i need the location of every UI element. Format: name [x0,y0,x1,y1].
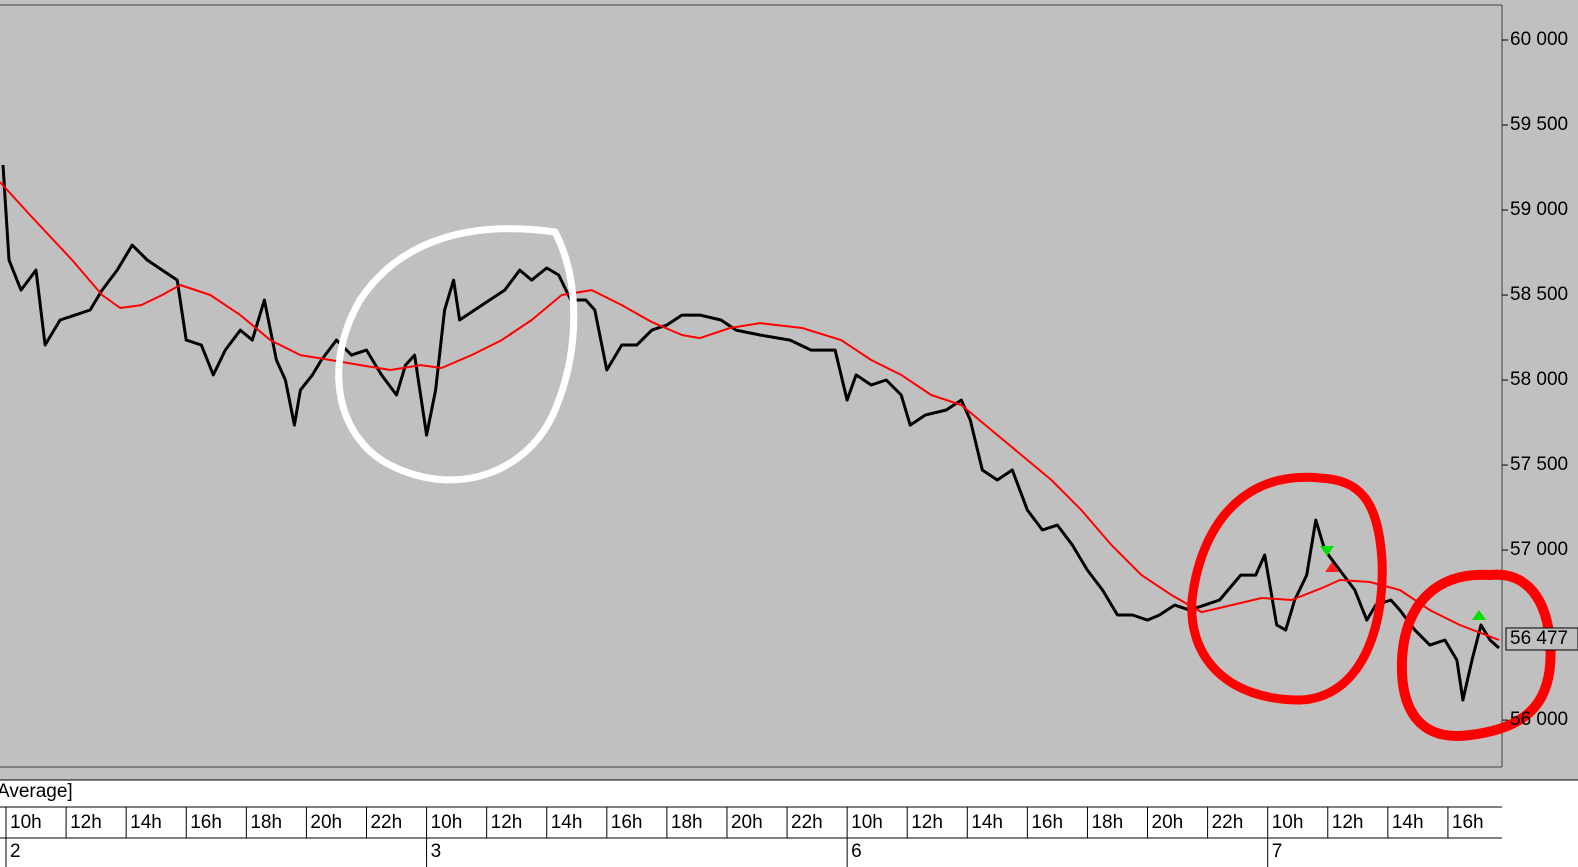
x-tick-label: 10h [851,812,883,833]
y-tick-label: 59 500 [1510,114,1568,135]
x-tick-label: 12h [911,812,943,833]
day-tick-label: 2 [10,841,21,862]
x-tick-label: 14h [971,812,1003,833]
y-tick-label: 58 500 [1510,284,1568,305]
x-tick-label: 10h [1272,812,1304,833]
annotations [335,225,1556,741]
last-price-label: 56 477 [1510,628,1568,649]
x-tick-label: 22h [1212,812,1244,833]
signal-marker [1472,610,1486,620]
last-price-box [1505,627,1578,651]
y-tick-label: 58 000 [1510,369,1568,390]
x-tick-label: 22h [791,812,823,833]
x-tick-label: 20h [731,812,763,833]
x-tick-label: 12h [1332,812,1364,833]
y-tick-label: 57 500 [1510,454,1568,475]
highlight-circle [335,225,578,484]
x-tick-label: 10h [10,812,42,833]
x-tick-label: 16h [611,812,643,833]
x-tick-label: 12h [491,812,523,833]
day-tick-label: 6 [851,841,862,862]
day-tick-label: 7 [1272,841,1283,862]
x-tick-label: 20h [1152,812,1184,833]
day-tick-label: 3 [431,841,442,862]
y-tick-label: 59 000 [1510,199,1568,220]
x-tick-label: 14h [1392,812,1424,833]
plot-background [0,0,1578,780]
x-tick-label: 14h [551,812,583,833]
signal-marker [1325,562,1339,572]
y-tick-label: 56 000 [1510,709,1568,730]
x-tick-label: 22h [370,812,402,833]
price-line [0,181,1500,641]
x-tick-label: 16h [1452,812,1484,833]
x-axis-background [0,780,1578,867]
highlight-circle [1396,569,1556,741]
series-layer [0,164,1500,702]
x-tick-label: 16h [190,812,222,833]
x-tick-label: 14h [130,812,162,833]
x-tick-label: 10h [431,812,463,833]
x-tick-label: 16h [1031,812,1063,833]
x-tick-label: 12h [70,812,102,833]
signal-marker [1320,546,1334,556]
x-tick-label: 18h [1091,812,1123,833]
y-tick-label: 60 000 [1510,29,1568,50]
highlight-circle [1187,472,1387,705]
price-line [1,164,1500,702]
legend-text: Average] [0,781,73,802]
x-tick-label: 18h [250,812,282,833]
y-tick-label: 57 000 [1510,539,1568,560]
x-tick-label: 20h [310,812,342,833]
x-tick-label: 18h [671,812,703,833]
